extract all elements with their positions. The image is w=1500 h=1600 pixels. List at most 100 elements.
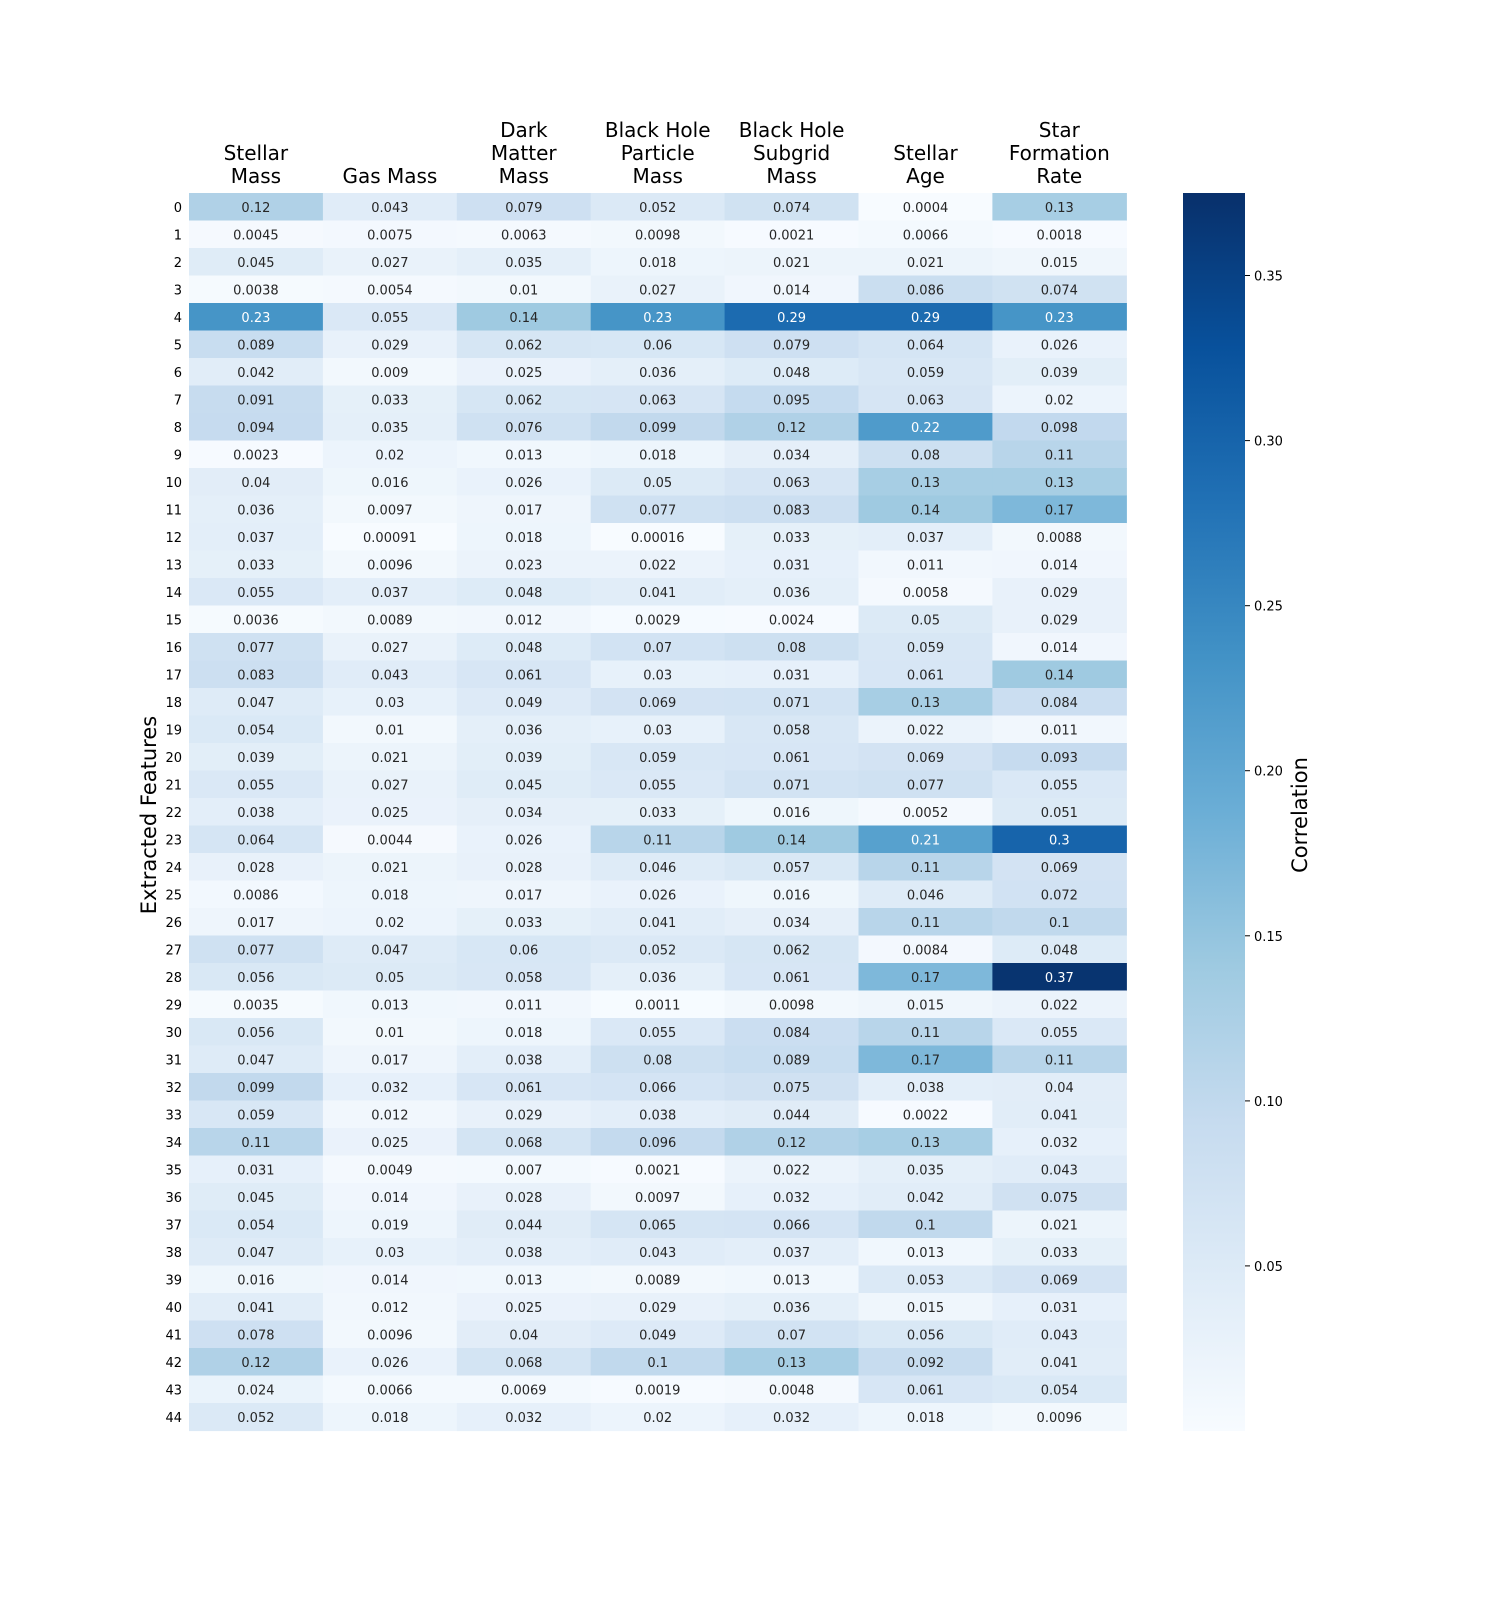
row-label: 19 [165,723,182,738]
heatmap-cell [724,220,860,249]
heatmap-cell [858,1320,993,1349]
cell-value-label: 0.017 [237,916,274,931]
heatmap-cell [590,193,726,222]
heatmap-cell [590,1375,726,1404]
heatmap-cell [992,330,1127,359]
row-label: 41 [165,1328,182,1343]
cell-value-label: 0.094 [237,421,274,436]
cell-value-label: 0.14 [911,503,940,518]
heatmap-cell [456,990,592,1019]
heatmap-cell [858,1073,993,1102]
cell-value-label: 0.045 [505,778,542,793]
cell-value-label: 0.035 [371,421,408,436]
heatmap-cell [590,468,726,497]
heatmap-cell [992,990,1127,1019]
cell-value-label: 0.04 [1045,1081,1074,1096]
cell-value-label: 0.013 [907,1246,944,1261]
row-label: 21 [165,778,182,793]
colorbar-tick-label: 0.20 [1254,765,1283,780]
cell-value-label: 0.13 [911,476,940,491]
column-label: Particle [621,141,695,165]
heatmap-cell [189,1018,324,1047]
cell-value-label: 0.0089 [367,613,413,628]
row-label: 1 [174,228,182,243]
heatmap-cell [456,1210,592,1239]
cell-value-label: 0.033 [505,916,542,931]
heatmap-cell [456,1128,592,1157]
row-label: 10 [165,476,182,491]
heatmap-cell [590,495,726,524]
heatmap-cell [456,1403,592,1432]
row-label: 44 [165,1411,182,1426]
cell-value-label: 0.068 [505,1356,542,1371]
cell-value-label: 0.11 [911,1026,940,1041]
heatmap-cell [456,853,592,882]
column-label: Gas Mass [342,164,437,188]
cell-value-label: 0.022 [639,558,676,573]
cell-value-label: 0.016 [371,476,408,491]
heatmap-cell [724,358,860,387]
column-label: Mass [766,164,816,188]
cell-value-label: 0.033 [371,393,408,408]
heatmap-cell [189,1265,324,1294]
heatmap-cell [858,880,993,909]
y-axis-title: Extracted Features [137,716,161,914]
heatmap-cell [992,220,1127,249]
cell-value-label: 0.053 [907,1273,944,1288]
row-label: 3 [174,283,182,298]
cell-value-label: 0.0022 [903,1108,949,1123]
cell-value-label: 0.041 [1041,1108,1078,1123]
cell-value-label: 0.058 [505,971,542,986]
heatmap-cell [456,358,592,387]
cell-value-label: 0.035 [505,256,542,271]
cell-value-label: 0.11 [1045,1053,1074,1068]
heatmap-cell [724,770,860,799]
heatmap-cell [456,1018,592,1047]
cell-value-label: 0.011 [505,998,542,1013]
cell-value-label: 0.045 [237,256,274,271]
cell-value-label: 0.077 [907,778,944,793]
heatmap-cell [322,1155,458,1184]
heatmap-cell [992,1375,1127,1404]
heatmap-cell [992,935,1127,964]
cell-value-label: 0.046 [639,861,676,876]
cell-value-label: 0.08 [911,448,940,463]
cell-value-label: 0.019 [371,1218,408,1233]
heatmap-cell [322,1128,458,1157]
heatmap-cell [590,1210,726,1239]
row-label: 17 [165,668,182,683]
cell-value-label: 0.0075 [367,228,413,243]
cell-value-label: 0.055 [639,778,676,793]
heatmap-cell [724,1210,860,1239]
cell-value-label: 0.048 [1041,943,1078,958]
heatmap-cell [992,1293,1127,1322]
heatmap-cell [724,495,860,524]
cell-value-label: 0.033 [639,806,676,821]
heatmap-cell [590,1128,726,1157]
cell-value-label: 0.042 [907,1191,944,1206]
heatmap-cell [322,990,458,1019]
heatmap-cell [189,303,324,332]
cell-value-label: 0.026 [505,476,542,491]
cell-value-label: 0.041 [639,916,676,931]
cell-value-label: 0.018 [505,531,542,546]
cell-value-label: 0.015 [907,998,944,1013]
cell-value-label: 0.13 [1045,201,1074,216]
heatmap-cell [590,1155,726,1184]
heatmap-cell [590,248,726,277]
heatmap-cell [456,275,592,304]
cell-value-label: 0.0019 [635,1383,681,1398]
heatmap-cell [322,880,458,909]
cell-value-label: 0.12 [777,1136,806,1151]
cell-value-label: 0.076 [505,421,542,436]
cell-value-label: 0.017 [505,503,542,518]
heatmap-cell [590,660,726,689]
row-label: 18 [165,696,182,711]
heatmap-cell [189,715,324,744]
heatmap-cell [590,1045,726,1074]
heatmap-cell [590,1238,726,1267]
heatmap-cell [858,468,993,497]
heatmap-cell [858,440,993,469]
cell-value-label: 0.043 [1041,1328,1078,1343]
cell-value-label: 0.012 [371,1108,408,1123]
